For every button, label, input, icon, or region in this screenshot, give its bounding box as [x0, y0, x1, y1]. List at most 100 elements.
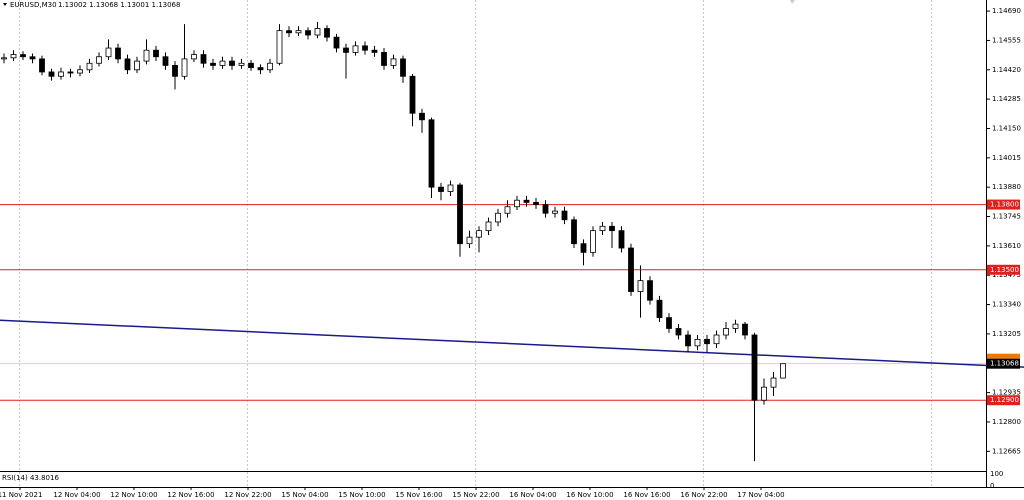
candle-body [485, 221, 492, 232]
candle-body [609, 225, 615, 232]
candle-body [694, 338, 701, 347]
candle-body [286, 30, 292, 34]
x-tick-label: 17 Nov 04:00 [737, 491, 784, 499]
symbol: EURUSD,M30 [10, 1, 57, 9]
candle-body [552, 210, 558, 214]
candle-body [704, 338, 710, 345]
candle-body [409, 75, 416, 114]
candle-body [352, 45, 359, 53]
candle-body [637, 280, 644, 292]
y-tick-label: 1.13745 [992, 213, 1021, 221]
candle-body [723, 328, 729, 336]
candle-body [675, 328, 682, 336]
y-tick-label: 1.13205 [992, 330, 1021, 338]
y-tick-label: 1.13340 [992, 301, 1021, 309]
candle-body [200, 54, 207, 64]
candle-body [362, 45, 368, 51]
candle-body [10, 54, 17, 59]
y-tick-label: 1.14420 [992, 66, 1021, 74]
current-price-bg [987, 353, 1020, 359]
y-tick-label: 1.12665 [992, 447, 1021, 455]
x-tick-label: 12 Nov 16:00 [167, 491, 214, 499]
candle-body [77, 69, 83, 74]
y-tick-label: 1.12935 [992, 389, 1021, 397]
candle-body [371, 49, 378, 53]
x-tick-label: 16 Nov 04:00 [509, 491, 556, 499]
candle-body [666, 317, 672, 329]
candle-body [267, 62, 273, 71]
indicator-name: RSI(14) 43.8016 [2, 474, 59, 482]
candle-body [115, 47, 121, 60]
candle-body [780, 363, 786, 379]
x-tick-label: 16 Nov 22:00 [680, 491, 727, 499]
candle-body [305, 30, 311, 36]
candle-body [533, 201, 539, 205]
candle-body [257, 67, 264, 71]
x-tick-label: 15 Nov 10:00 [338, 491, 385, 499]
candle-body [580, 243, 587, 253]
candle-body [58, 71, 64, 77]
candle-body [390, 58, 397, 66]
candle-body [248, 62, 254, 69]
candle-body [20, 54, 26, 58]
candle-body [476, 230, 482, 238]
candle-body [504, 206, 511, 214]
indicator-tick-label: 0 [990, 482, 994, 490]
candle-body [751, 334, 758, 401]
candle-body [96, 56, 102, 64]
candle-body [447, 184, 454, 192]
candle-body [685, 334, 691, 347]
level-label-bg [987, 395, 1020, 406]
candle-body [210, 62, 216, 66]
candle-body [1, 57, 7, 60]
level-label: 1.13500 [990, 266, 1019, 274]
level-label-bg [987, 199, 1020, 210]
x-tick-label: 15 Nov 04:00 [281, 491, 328, 499]
level-label: 1.13800 [990, 201, 1019, 209]
y-tick-label: 1.14690 [992, 7, 1021, 15]
y-tick-label: 1.14285 [992, 95, 1021, 103]
candle-body [514, 199, 520, 208]
y-tick-label: 1.13880 [992, 183, 1021, 191]
candle-body [343, 47, 349, 53]
candle-body [105, 47, 112, 58]
x-tick-label: 12 Nov 04:00 [53, 491, 100, 499]
candle-body [381, 51, 387, 66]
candle-body [571, 219, 577, 245]
candle-body [419, 112, 425, 121]
candle-body [599, 225, 606, 232]
x-tick-label: 15 Nov 16:00 [395, 491, 442, 499]
candle-body [181, 58, 188, 77]
candle-body [191, 54, 197, 60]
candle-body [495, 212, 501, 223]
candle-body [428, 119, 435, 188]
candle-body [276, 30, 283, 64]
x-tick-label: 15 Nov 22:00 [452, 491, 499, 499]
candle-body [172, 65, 178, 77]
candle-body [153, 49, 159, 58]
candle-body [333, 36, 340, 49]
candle-body [134, 60, 140, 71]
shift-marker[interactable] [790, 0, 795, 4]
menu-arrow[interactable] [3, 3, 7, 6]
x-tick-label: 12 Nov 10:00 [110, 491, 157, 499]
candle-body [324, 28, 330, 38]
x-tick-label: 16 Nov 10:00 [566, 491, 613, 499]
candle-body [618, 230, 625, 249]
candle-body [656, 299, 663, 319]
candle-body [67, 71, 74, 74]
current-price-label: 1.13068 [990, 360, 1019, 368]
level-label: 1.12900 [990, 396, 1019, 404]
candle-body [742, 323, 748, 336]
candle-body [29, 56, 36, 60]
candle-body [647, 280, 653, 301]
candle-body [457, 184, 463, 245]
candle-body [561, 210, 568, 221]
quote: 1.13002 1.13068 1.13001 1.13068 [58, 1, 180, 9]
y-tick-label: 1.13610 [992, 242, 1021, 250]
candle-body [523, 199, 530, 203]
candle-body [48, 71, 55, 77]
candle-body [229, 60, 235, 66]
y-tick-label: 1.12800 [992, 418, 1021, 426]
